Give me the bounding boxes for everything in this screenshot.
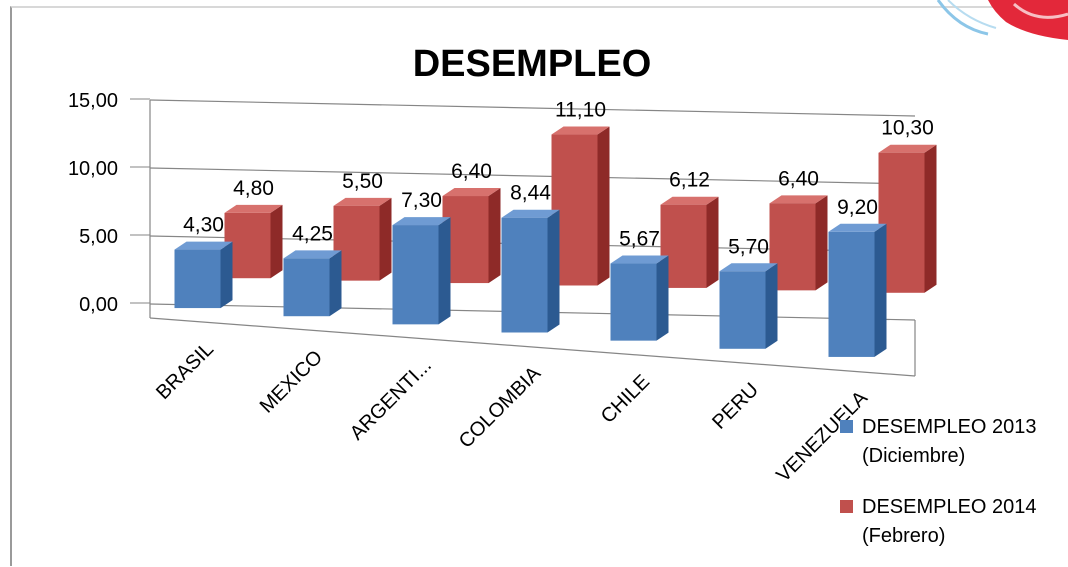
data-label: 10,30 xyxy=(881,117,934,140)
data-label: 4,30 xyxy=(183,214,224,237)
grid-line xyxy=(149,99,916,117)
data-label: 5,67 xyxy=(619,228,660,251)
data-label: 4,25 xyxy=(292,222,333,245)
bar-1-brasil xyxy=(174,241,233,309)
bar-2-venezuela xyxy=(878,144,937,293)
data-labels: 4,80 5,50 6,40 11,10 6,12 6,40 10,30 4,30 4,25 7,… xyxy=(183,99,934,259)
bar-2-colombia xyxy=(551,126,610,286)
legend-swatch xyxy=(840,500,853,513)
legend-entry-2: DESEMPLEO 2014 (Febrero) xyxy=(840,496,1037,547)
y-tick-label: 5,00 xyxy=(79,226,118,248)
legend-label-sub: (Febrero) xyxy=(862,525,945,547)
bars xyxy=(174,126,937,357)
x-tick-label: MEXICO xyxy=(256,346,327,417)
data-label: 6,40 xyxy=(778,167,819,190)
bar-2-argenti xyxy=(442,188,501,284)
x-tick-label: ARGENTI... xyxy=(346,354,436,444)
floor-edge xyxy=(149,317,916,377)
legend-label: DESEMPLEO 2013 xyxy=(862,416,1037,438)
legend-swatch xyxy=(840,420,853,433)
bar-1-peru xyxy=(719,263,778,349)
data-label: 5,70 xyxy=(728,235,769,258)
x-axis: BRASIL MEXICO ARGENTI... COLOMBIA CHILE PERU V… xyxy=(152,338,872,487)
x-tick-label: PERU xyxy=(708,379,763,434)
bar-1-argenti xyxy=(392,217,451,325)
bar-1-colombia xyxy=(501,209,560,333)
y-axis: 0,00 5,00 10,00 15,00 xyxy=(68,90,118,316)
x-tick-label: VENEZUELA xyxy=(772,386,872,486)
data-label: 7,30 xyxy=(401,189,442,212)
legend-label: DESEMPLEO 2014 xyxy=(862,496,1037,518)
bar-2-brasil xyxy=(224,204,283,279)
data-label: 11,10 xyxy=(555,99,606,122)
x-tick-label: CHILE xyxy=(597,371,654,428)
data-label: 8,44 xyxy=(510,182,551,205)
data-label: 5,50 xyxy=(342,170,383,193)
x-tick-label: COLOMBIA xyxy=(455,362,546,453)
data-label: 9,20 xyxy=(837,196,878,219)
data-label: 6,12 xyxy=(669,169,710,192)
bar-1-chile xyxy=(610,255,669,341)
y-tick-label: 0,00 xyxy=(79,294,118,316)
bar-1-mexico xyxy=(283,250,342,317)
x-tick-label: BRASIL xyxy=(152,338,218,404)
bar-2-peru xyxy=(769,195,828,291)
y-tick-label: 10,00 xyxy=(68,158,118,180)
bar-1-venezuela xyxy=(828,223,887,357)
data-label: 4,80 xyxy=(233,177,274,200)
corner-logo xyxy=(936,0,1068,40)
chart-title: DESEMPLEO xyxy=(413,43,652,85)
data-label: 6,40 xyxy=(451,160,492,183)
grid-line xyxy=(149,167,916,185)
bar-2-mexico xyxy=(333,197,392,281)
y-tick-label: 15,00 xyxy=(68,90,118,112)
legend-label-sub: (Diciembre) xyxy=(862,445,965,467)
bar-2-chile xyxy=(660,196,719,288)
legend-entry-1: DESEMPLEO 2013 (Diciembre) xyxy=(840,416,1037,467)
legend: DESEMPLEO 2013 (Diciembre) DESEMPLEO 2014 (… xyxy=(840,416,1037,547)
